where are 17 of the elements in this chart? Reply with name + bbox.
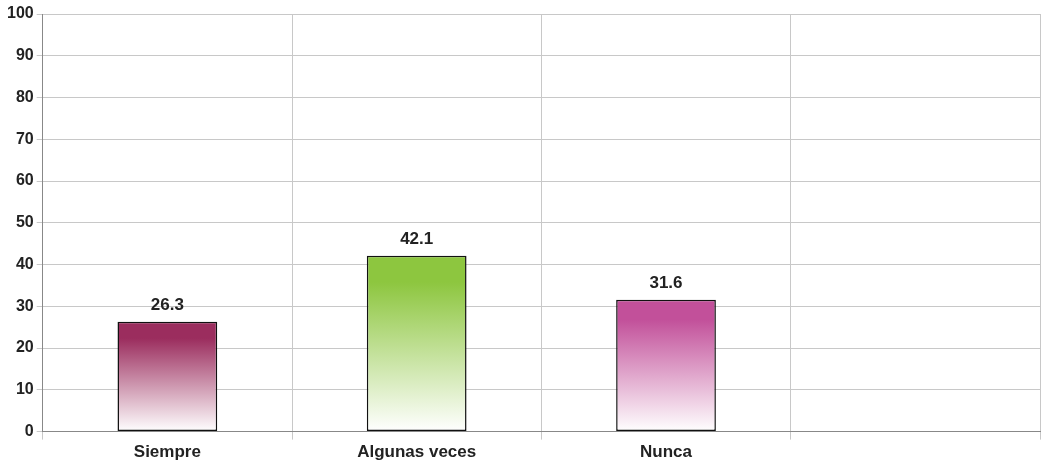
y-tick-label: 80 [15,87,34,105]
y-tick-label: 70 [15,129,34,147]
y-tick-label: 20 [15,338,34,356]
x-tick-label: Nunca [640,442,693,462]
y-tick-label: 100 [6,4,34,22]
y-tick-label: 90 [15,46,34,64]
x-tick-label: Algunas veces [357,442,477,462]
y-tick-label: 60 [15,171,34,189]
data-label: 26.3 [150,294,184,314]
x-tick-label: Siempre [133,442,201,462]
data-label: 42.1 [400,228,434,248]
y-tick-label: 40 [15,254,34,272]
y-tick-label: 30 [15,296,34,314]
data-label: 31.6 [649,272,683,292]
y-tick-label: 50 [15,213,34,231]
y-tick-label: 10 [15,380,34,398]
y-tick-label: 0 [24,422,34,440]
